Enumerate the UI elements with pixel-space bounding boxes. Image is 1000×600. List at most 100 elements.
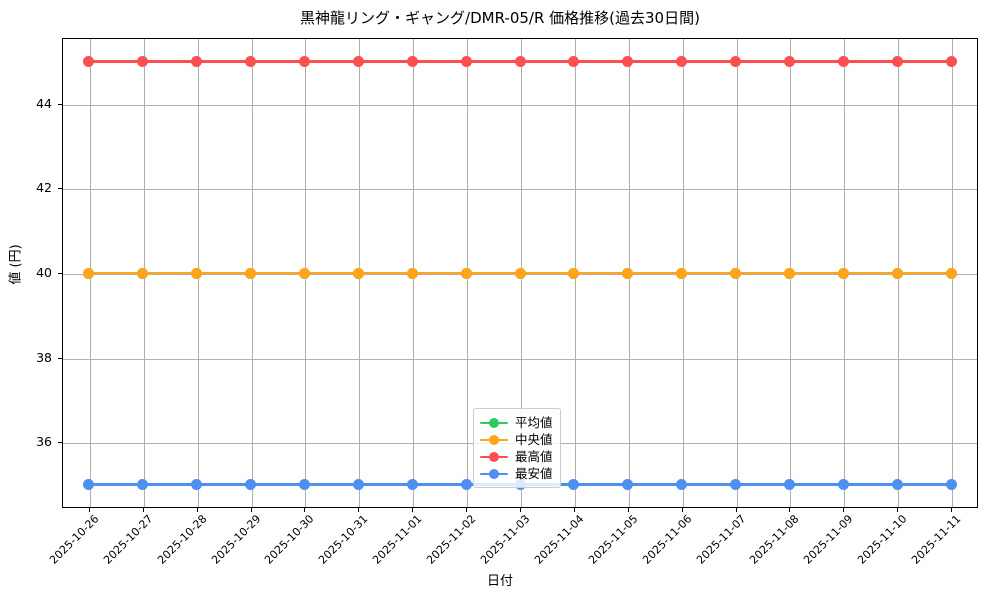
- series-line-segment: [142, 271, 197, 275]
- data-point-marker: [245, 267, 257, 279]
- x-axis-tick: [789, 508, 791, 512]
- series-line-segment: [627, 271, 682, 275]
- series-line-segment: [573, 483, 628, 486]
- series-line-segment: [735, 271, 790, 275]
- legend-item[interactable]: 中央値: [480, 431, 553, 448]
- x-axis-tick: [735, 508, 737, 512]
- data-point-marker: [837, 267, 849, 279]
- x-axis-tick: [466, 508, 468, 512]
- x-axis-tick: [196, 508, 198, 512]
- y-axis-tick-label: 40: [36, 265, 52, 280]
- x-axis-tick: [250, 508, 252, 512]
- series-line-segment: [142, 483, 197, 486]
- series-line-segment: [520, 271, 574, 275]
- legend-marker-icon: [480, 467, 508, 481]
- legend-label: 平均値: [515, 414, 553, 430]
- data-point-marker: [891, 55, 903, 67]
- legend-label: 最高値: [515, 448, 553, 464]
- series-line-segment: [412, 271, 467, 275]
- data-point-marker: [137, 267, 149, 279]
- data-point-marker: [83, 267, 95, 279]
- series-line-segment: [466, 271, 520, 275]
- series-line-segment: [843, 271, 898, 275]
- legend-item[interactable]: 最安値: [480, 465, 553, 482]
- data-point-marker: [406, 479, 418, 491]
- x-axis-tick: [304, 508, 306, 512]
- data-point-marker: [891, 267, 903, 279]
- data-point-marker: [730, 55, 742, 67]
- legend-item[interactable]: 最高値: [480, 448, 553, 465]
- y-axis-tick: [58, 357, 62, 359]
- data-point-marker: [191, 55, 203, 67]
- x-axis-tick: [573, 508, 575, 512]
- series-line-segment: [735, 483, 790, 486]
- legend-item[interactable]: 平均値: [480, 414, 553, 431]
- legend-label: 最安値: [515, 465, 553, 481]
- data-point-marker: [676, 267, 688, 279]
- data-point-marker: [460, 55, 472, 67]
- x-axis-tick: [627, 508, 629, 512]
- y-axis-tick-label: 42: [36, 180, 52, 196]
- series-line-segment: [573, 59, 628, 63]
- data-point-marker: [460, 479, 472, 491]
- gridline-horizontal: [63, 358, 977, 360]
- gridline-horizontal: [63, 104, 977, 106]
- data-point-marker: [730, 267, 742, 279]
- series-line-segment: [627, 59, 682, 63]
- y-axis-tick: [58, 273, 62, 274]
- series-line-segment: [250, 59, 305, 63]
- series-line-segment: [412, 483, 467, 486]
- data-point-marker: [837, 55, 849, 67]
- series-line-segment: [681, 59, 736, 63]
- data-point-marker: [191, 479, 203, 491]
- data-point-marker: [514, 267, 526, 279]
- x-axis-tick: [520, 508, 521, 512]
- series-line-segment: [789, 271, 844, 275]
- data-point-marker: [460, 267, 472, 279]
- series-line-segment: [789, 59, 844, 63]
- y-axis-tick-label: 38: [36, 349, 52, 365]
- legend-marker-icon: [480, 416, 508, 430]
- data-point-marker: [298, 55, 310, 67]
- data-point-marker: [83, 55, 95, 67]
- gridline-horizontal: [63, 189, 977, 191]
- series-line-segment: [681, 271, 736, 275]
- data-point-marker: [245, 479, 257, 491]
- y-axis-tick-label: 44: [36, 95, 52, 111]
- data-point-marker: [676, 479, 688, 491]
- data-point-marker: [622, 479, 634, 491]
- y-axis-tick: [58, 103, 62, 105]
- series-line-segment: [789, 483, 844, 486]
- series-line-segment: [897, 483, 952, 486]
- series-line-segment: [897, 59, 952, 63]
- series-line-segment: [250, 271, 305, 275]
- series-line-segment: [843, 483, 898, 486]
- data-point-marker: [783, 479, 795, 491]
- data-point-marker: [83, 479, 95, 491]
- series-line-segment: [466, 59, 520, 63]
- series-line-segment: [304, 59, 359, 63]
- series-line-segment: [897, 271, 952, 275]
- chart-legend: 平均値 中央値 最高値 最安値: [473, 408, 561, 488]
- data-point-marker: [783, 267, 795, 279]
- data-point-marker: [352, 55, 364, 67]
- series-line-segment: [88, 59, 143, 63]
- series-line-segment: [627, 483, 682, 486]
- data-point-marker: [298, 267, 310, 279]
- data-point-marker: [622, 55, 634, 67]
- y-axis-tick: [58, 188, 62, 190]
- data-point-marker: [676, 55, 688, 67]
- data-point-marker: [191, 267, 203, 279]
- series-line-segment: [142, 59, 197, 63]
- x-axis-tick: [681, 508, 683, 512]
- series-line-segment: [358, 271, 413, 275]
- legend-marker-icon: [480, 450, 508, 464]
- series-line-segment: [735, 59, 790, 63]
- y-axis-title: 値 (円): [8, 244, 24, 285]
- y-axis-tick: [58, 442, 62, 444]
- data-point-marker: [406, 267, 418, 279]
- series-line-segment: [88, 483, 143, 486]
- legend-marker-icon: [480, 433, 508, 447]
